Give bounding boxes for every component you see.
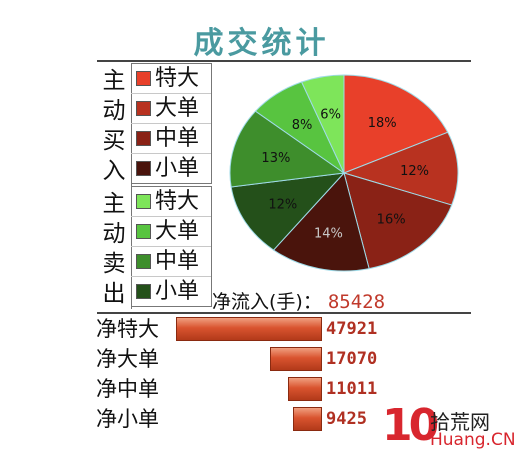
pie-slice: [342, 131, 459, 206]
buy-group-label: 主动买入: [97, 63, 132, 186]
legend-item-sell-large: 大单: [131, 217, 211, 247]
legend-swatch: [136, 224, 151, 239]
pie-slice-label: 13%: [261, 151, 290, 166]
legend-swatch: [136, 131, 151, 146]
net-inflow-summary: 净流入(手)： 85428: [212, 287, 385, 314]
legend-item-buy-large: 大单: [131, 94, 211, 124]
watermark-mark: 10: [382, 400, 439, 451]
net-bar-large: [270, 347, 322, 371]
legend-item-sell-medium: 中单: [131, 247, 211, 277]
pie-slice-label: 14%: [314, 226, 343, 241]
page-title: 成交统计: [193, 26, 330, 61]
pie-slice: [300, 74, 345, 174]
legend-label: 小单: [155, 278, 200, 304]
net-bar-small: [293, 407, 322, 431]
net-value-large: 17070: [326, 349, 378, 369]
net-value-small: 9425: [326, 409, 367, 429]
pie-slice: [229, 110, 346, 188]
net-row-label-small: 净小单: [96, 407, 159, 431]
net-value-medium: 11011: [326, 379, 378, 399]
legend-item-sell-xl: 特大: [131, 187, 211, 217]
pie-slice-label: 8%: [292, 118, 313, 133]
pie-slice: [343, 172, 453, 270]
legend-swatch: [136, 71, 151, 86]
legend-item-buy-medium: 中单: [131, 124, 211, 154]
net-row-label-large: 净大单: [96, 347, 159, 371]
legend-label: 中单: [155, 248, 200, 274]
top-divider: [97, 60, 471, 62]
net-row-label-medium: 净中单: [96, 377, 159, 401]
watermark-name: 拾荒网: [430, 410, 490, 434]
pie-slice: [272, 171, 370, 272]
buy-legend: 特大 大单 中单 小单: [131, 63, 212, 184]
legend-label: 大单: [155, 95, 200, 121]
pie-slice-label: 12%: [268, 197, 297, 212]
legend-swatch: [136, 254, 151, 269]
net-value-xl: 47921: [326, 319, 378, 339]
legend-item-buy-small: 小单: [131, 154, 211, 183]
site-watermark-logo: 10 拾荒网 Huang.CN: [382, 400, 516, 456]
pie-slice-label: 12%: [400, 164, 429, 179]
legend-label: 中单: [155, 125, 200, 151]
legend-label: 特大: [155, 188, 200, 214]
pie-slice: [343, 74, 449, 174]
pie-slice-label: 16%: [377, 212, 406, 227]
net-bar-xl: [176, 317, 322, 341]
net-inflow-label: 净流入(手)：: [212, 291, 322, 313]
sell-group-label: 主动卖出: [97, 186, 132, 309]
pie-chart: 18% 12% 16% 14% 12% 13% 8% 6%: [229, 74, 459, 272]
legend-label: 小单: [155, 155, 200, 181]
legend-swatch: [136, 161, 151, 176]
net-bar-medium: [288, 377, 322, 401]
legend-item-sell-small: 小单: [131, 277, 211, 306]
sell-legend: 特大 大单 中单 小单: [131, 186, 212, 307]
pie-slice-label: 6%: [320, 107, 341, 122]
net-row-label-xl: 净特大: [96, 317, 159, 341]
legend-swatch: [136, 101, 151, 116]
legend-swatch: [136, 194, 151, 209]
net-inflow-value: 85428: [327, 291, 386, 313]
legend-item-buy-xl: 特大: [131, 64, 211, 94]
legend-swatch: [136, 284, 151, 299]
legend-label: 特大: [155, 65, 200, 91]
watermark-domain: Huang.CN: [430, 430, 516, 450]
pie-slice: [230, 172, 346, 251]
pie-slice-label: 18%: [368, 116, 397, 131]
section-divider: [97, 312, 471, 314]
legend-label: 大单: [155, 218, 200, 244]
